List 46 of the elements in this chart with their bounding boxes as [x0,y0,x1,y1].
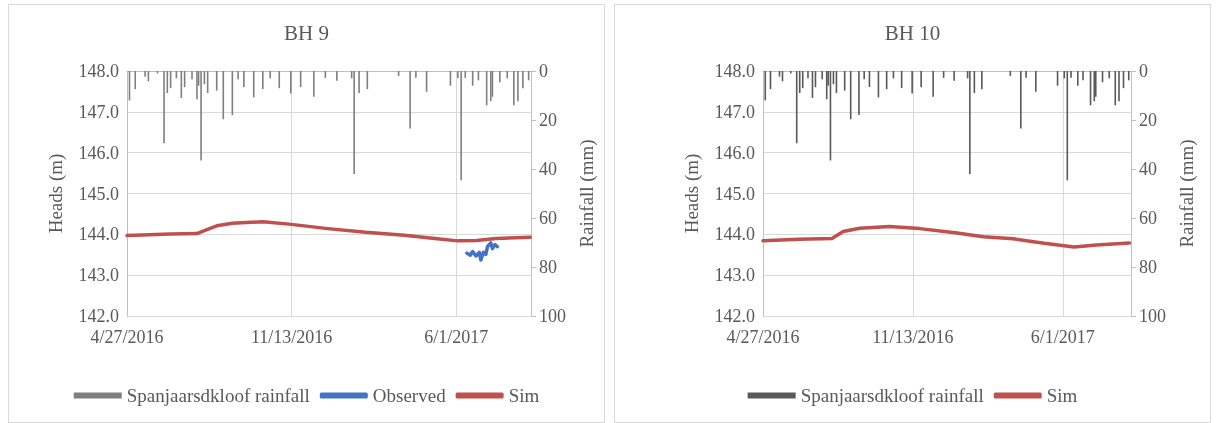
y2-tick-label: 80 [539,257,558,277]
y-tick-label: 144.0 [714,224,755,245]
y2-tick-label: 60 [539,208,558,228]
y2-tick-label: 60 [1139,208,1157,228]
chart-title: BH 10 [884,20,941,45]
x-tick-label: 11/13/2016 [250,327,333,347]
y2-tick-label: 40 [1139,159,1157,179]
y2-tick-label: 80 [1139,257,1157,277]
y-axis-title: Heads (m) [681,153,703,234]
y-tick-label: 147.0 [714,101,755,122]
y2-tick-label: 20 [539,110,558,130]
y2-axis-title: Rainfall (mm) [576,139,598,248]
line-series [465,241,500,262]
y2-tick-label: 100 [1139,306,1166,326]
legend-label: Spanjaarsdkloof rainfall [800,385,984,406]
y-tick-label: 146.0 [714,142,755,163]
line-series [125,219,533,243]
y2-tick-label: 0 [1139,61,1148,81]
x-tick-label: 11/13/2016 [872,327,954,347]
legend-label: Spanjaarsdkloof rainfall [126,385,310,406]
y2-tick-label: 40 [539,159,558,179]
line-series [761,224,1132,249]
y2-axis-title: Rainfall (mm) [1175,139,1198,248]
y2-tick-label: 100 [539,306,567,326]
y2-tick-label: 0 [539,61,549,81]
y-tick-label: 148.0 [78,61,119,81]
x-tick-label: 6/1/2017 [1030,327,1095,347]
y-axis-title: Heads (m) [45,153,67,234]
legend-label: Sim [1046,385,1078,406]
y2-tick-label: 20 [1139,110,1157,130]
y-tick-label: 143.0 [714,265,755,286]
y-tick-label: 144.0 [78,224,119,245]
y-tick-label: 145.0 [714,183,755,204]
chart-title: BH 9 [284,20,329,45]
y-tick-label: 145.0 [78,183,119,204]
legend-label: Observed [372,385,447,406]
legend-label: Sim [508,385,540,406]
y-tick-label: 146.0 [78,142,119,163]
x-tick-label: 6/1/2017 [424,327,489,347]
x-tick-label: 4/27/2016 [726,327,800,347]
y-tick-label: 143.0 [78,265,119,286]
x-tick-label: 4/27/2016 [90,327,164,347]
y-tick-label: 142.0 [78,306,119,326]
y-tick-label: 142.0 [714,306,755,326]
y-tick-label: 148.0 [714,61,755,81]
y-tick-label: 147.0 [78,101,119,122]
